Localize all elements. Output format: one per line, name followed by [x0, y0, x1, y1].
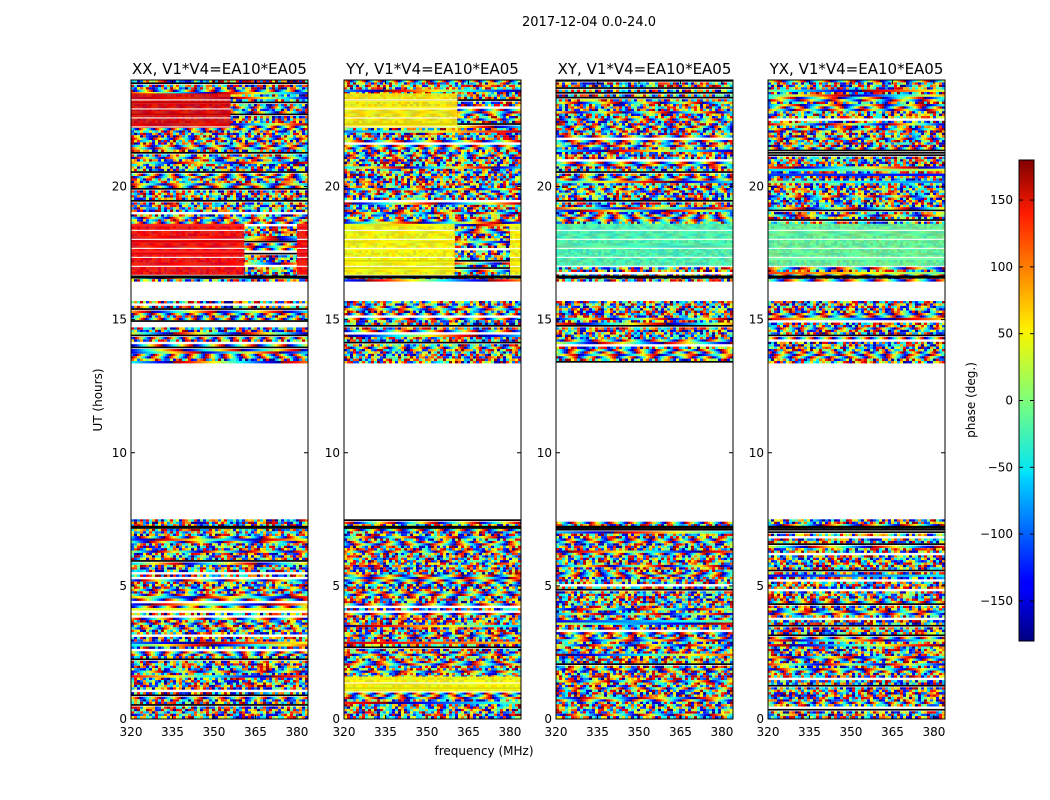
- y-tick-label: 15: [537, 313, 552, 327]
- x-tick-label: 335: [798, 725, 821, 739]
- colorbar-tick-label: 150: [990, 193, 1013, 207]
- y-tick-label: 20: [749, 180, 764, 194]
- panel-xy: XY, V1*V4=EA10*EA05 320 335 350 365 380 0 5 10 15…: [537, 60, 734, 739]
- y-tick-label: 10: [112, 446, 127, 460]
- colorbar-tick-label: −50: [988, 460, 1013, 474]
- y-tick-label: 5: [544, 579, 552, 593]
- x-tick-label: 380: [710, 725, 733, 739]
- panel-yy: YY, V1*V4=EA10*EA05 320 335 350 365 380 0 5 10 15…: [325, 60, 522, 739]
- y-tick-label: 0: [544, 712, 552, 726]
- colorbar-tick-label: 100: [990, 260, 1013, 274]
- x-tick-label: 335: [374, 725, 397, 739]
- panel-xx: XX, V1*V4=EA10*EA05 320 335 350 365 380 0 5 10 15…: [112, 60, 309, 739]
- x-tick-label: 365: [881, 725, 904, 739]
- y-tick-label: 15: [112, 313, 127, 327]
- x-axis-label: frequency (MHz): [434, 744, 533, 758]
- y-tick-label: 0: [756, 712, 764, 726]
- y-tick-label: 10: [749, 446, 764, 460]
- y-axis-label: UT (hours): [91, 368, 105, 431]
- y-tick-label: 10: [537, 446, 552, 460]
- x-tick-label: 365: [244, 725, 267, 739]
- panel-title-xy: XY, V1*V4=EA10*EA05: [558, 60, 732, 78]
- y-tick-label: 20: [325, 180, 340, 194]
- colorbar-tick-label: −100: [980, 527, 1013, 541]
- phase-image-yy: [344, 80, 521, 719]
- x-tick-label: 350: [628, 725, 651, 739]
- y-tick-label: 5: [756, 579, 764, 593]
- x-tick-label: 380: [498, 725, 521, 739]
- colorbar: phase (deg.) 150 100 50 0 −50 −100 −150: [964, 159, 1035, 642]
- phase-image-yx: [768, 80, 945, 719]
- panel-title-xx: XX, V1*V4=EA10*EA05: [132, 60, 307, 78]
- x-tick-label: 350: [416, 725, 439, 739]
- y-tick-label: 0: [332, 712, 340, 726]
- y-tick-label: 15: [749, 313, 764, 327]
- x-tick-label: 380: [285, 725, 308, 739]
- x-tick-label: 365: [669, 725, 692, 739]
- colorbar-tick-label: −150: [980, 594, 1013, 608]
- x-tick-label: 350: [203, 725, 226, 739]
- y-tick-label: 15: [325, 313, 340, 327]
- panel-yx: YX, V1*V4=EA10*EA05 320 335 350 365 380 0 5 10 15…: [749, 60, 946, 739]
- y-tick-label: 20: [112, 180, 127, 194]
- phase-image-xy: [556, 80, 733, 719]
- phase-image-xx: [131, 80, 308, 719]
- x-tick-label: 320: [545, 725, 568, 739]
- x-tick-label: 350: [840, 725, 863, 739]
- colorbar-tick-label: 0: [1005, 394, 1013, 408]
- x-tick-label: 335: [586, 725, 609, 739]
- figure-title: 2017-12-04 0.0-24.0: [522, 15, 656, 30]
- x-tick-label: 380: [922, 725, 945, 739]
- x-tick-label: 320: [757, 725, 780, 739]
- panel-title-yy: YY, V1*V4=EA10*EA05: [345, 60, 519, 78]
- x-tick-label: 320: [120, 725, 143, 739]
- y-tick-label: 5: [119, 579, 127, 593]
- panel-title-yx: YX, V1*V4=EA10*EA05: [769, 60, 944, 78]
- x-tick-label: 320: [333, 725, 356, 739]
- x-tick-label: 365: [457, 725, 480, 739]
- y-tick-label: 0: [119, 712, 127, 726]
- panels-group: XX, V1*V4=EA10*EA05 320 335 350 365 380 0 5 10 15…: [112, 60, 946, 739]
- y-tick-label: 5: [332, 579, 340, 593]
- x-tick-label: 335: [161, 725, 184, 739]
- colorbar-tick-label: 50: [998, 327, 1013, 341]
- y-tick-label: 20: [537, 180, 552, 194]
- y-tick-label: 10: [325, 446, 340, 460]
- colorbar-label: phase (deg.): [964, 362, 978, 438]
